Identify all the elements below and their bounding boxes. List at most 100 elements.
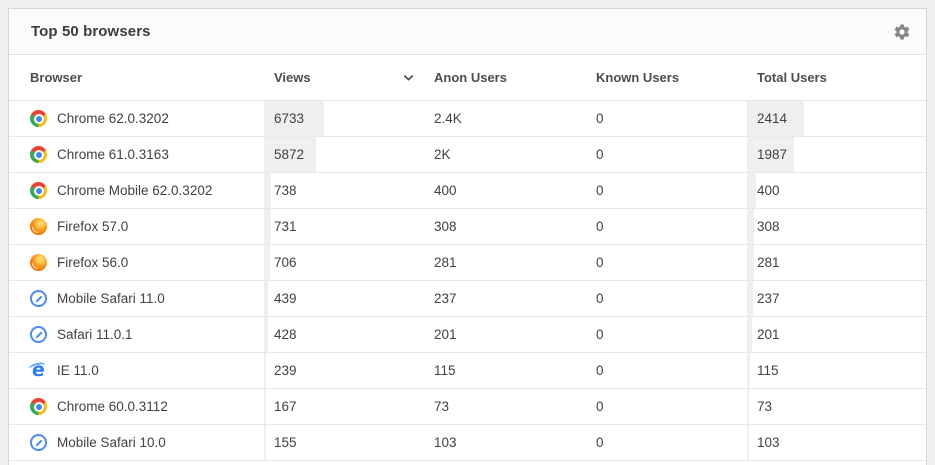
views-value: 428 (274, 327, 297, 342)
views-bar (264, 173, 271, 208)
column-header-anon-users[interactable]: Anon Users (424, 55, 586, 100)
total-users-cell: 237 (747, 281, 926, 316)
browser-cell: Firefox 56.0 (9, 245, 264, 280)
known-users-value: 0 (596, 327, 604, 342)
browser-label: Chrome 62.0.3202 (57, 111, 169, 126)
column-header-known-users[interactable]: Known Users (586, 55, 747, 100)
total-users-bar (747, 137, 794, 172)
table-body: Chrome 62.0.3202 6733 2.4K 0 2414 Chrome… (9, 101, 926, 461)
total-users-bar (747, 425, 750, 460)
views-cell: 706 (264, 245, 424, 280)
browser-cell: Firefox 57.0 (9, 209, 264, 244)
views-cell: 167 (264, 389, 424, 424)
table-row[interactable]: Chrome 62.0.3202 6733 2.4K 0 2414 (9, 101, 926, 137)
top-browsers-widget: Top 50 browsers Browser Views Anon Users… (8, 8, 927, 465)
table-header-row: Browser Views Anon Users Known Users Tot… (9, 55, 926, 101)
total-users-cell: 308 (747, 209, 926, 244)
known-users-value: 0 (596, 147, 604, 162)
known-users-value: 0 (596, 219, 604, 234)
browser-label: Safari 11.0.1 (57, 327, 133, 342)
chrome-icon (30, 398, 47, 415)
column-header-label: Views (274, 70, 311, 85)
table-row[interactable]: Mobile Safari 11.0 439 237 0 237 (9, 281, 926, 317)
known-users-cell: 0 (586, 425, 747, 460)
table-row[interactable]: Firefox 56.0 706 281 0 281 (9, 245, 926, 281)
column-header-label: Browser (30, 70, 83, 85)
browser-label: Mobile Safari 10.0 (57, 435, 166, 450)
anon-users-value: 281 (434, 255, 457, 270)
table-row[interactable]: Chrome 60.0.3112 167 73 0 73 (9, 389, 926, 425)
anon-users-value: 400 (434, 183, 457, 198)
views-value: 738 (274, 183, 297, 198)
views-bar (264, 353, 267, 388)
column-header-browser[interactable]: Browser (9, 55, 264, 100)
total-users-bar (747, 173, 757, 208)
total-users-value: 2414 (757, 111, 788, 126)
browser-label: Firefox 57.0 (57, 219, 129, 234)
browser-cell: Mobile Safari 10.0 (9, 425, 264, 460)
views-bar (264, 137, 317, 172)
known-users-cell: 0 (586, 281, 747, 316)
anon-users-value: 237 (434, 291, 457, 306)
total-users-cell: 281 (747, 245, 926, 280)
chrome-icon (30, 146, 47, 163)
anon-users-value: 103 (434, 435, 457, 450)
views-value: 5872 (274, 147, 305, 162)
anon-users-value: 2K (434, 147, 451, 162)
browser-label: Chrome Mobile 62.0.3202 (57, 183, 213, 198)
column-header-label: Known Users (596, 70, 680, 85)
browser-label: Firefox 56.0 (57, 255, 129, 270)
views-bar (264, 425, 266, 460)
views-cell: 6733 (264, 101, 424, 136)
gear-icon[interactable] (893, 23, 911, 41)
total-users-value: 103 (757, 435, 780, 450)
known-users-cell: 0 (586, 389, 747, 424)
sort-desc-chevron-down-icon[interactable] (401, 70, 416, 85)
views-cell: 155 (264, 425, 424, 460)
known-users-cell: 0 (586, 173, 747, 208)
views-bar (264, 245, 271, 280)
table-row[interactable]: Chrome Mobile 62.0.3202 738 400 0 400 (9, 173, 926, 209)
anon-users-value: 2.4K (434, 111, 462, 126)
views-cell: 239 (264, 353, 424, 388)
views-cell: 428 (264, 317, 424, 352)
total-users-value: 201 (757, 327, 780, 342)
column-header-label: Total Users (757, 70, 827, 85)
anon-users-value: 308 (434, 219, 457, 234)
known-users-value: 0 (596, 363, 604, 378)
chrome-icon (30, 110, 47, 127)
browser-cell: IE 11.0 (9, 353, 264, 388)
browser-cell: Chrome Mobile 62.0.3202 (9, 173, 264, 208)
total-users-bar (747, 101, 804, 136)
views-value: 167 (274, 399, 297, 414)
column-header-views[interactable]: Views (264, 55, 424, 100)
anon-users-cell: 400 (424, 173, 586, 208)
table-row[interactable]: Safari 11.0.1 428 201 0 201 (9, 317, 926, 353)
browser-cell: Chrome 61.0.3163 (9, 137, 264, 172)
table-row[interactable]: Chrome 61.0.3163 5872 2K 0 1987 (9, 137, 926, 173)
views-value: 439 (274, 291, 297, 306)
views-value: 706 (274, 255, 297, 270)
total-users-bar (747, 353, 750, 388)
views-value: 731 (274, 219, 297, 234)
browser-cell: Chrome 62.0.3202 (9, 101, 264, 136)
anon-users-cell: 2K (424, 137, 586, 172)
views-bar (264, 317, 268, 352)
views-cell: 5872 (264, 137, 424, 172)
anon-users-cell: 237 (424, 281, 586, 316)
table-row[interactable]: Mobile Safari 10.0 155 103 0 103 (9, 425, 926, 461)
known-users-cell: 0 (586, 137, 747, 172)
browser-label: Mobile Safari 11.0 (57, 291, 165, 306)
column-header-total-users[interactable]: Total Users (747, 55, 926, 100)
total-users-cell: 103 (747, 425, 926, 460)
views-cell: 439 (264, 281, 424, 316)
anon-users-cell: 2.4K (424, 101, 586, 136)
total-users-cell: 201 (747, 317, 926, 352)
safari-icon (30, 290, 47, 307)
table-row[interactable]: IE 11.0 239 115 0 115 (9, 353, 926, 389)
column-header-label: Anon Users (434, 70, 507, 85)
views-cell: 731 (264, 209, 424, 244)
anon-users-cell: 201 (424, 317, 586, 352)
table-row[interactable]: Firefox 57.0 731 308 0 308 (9, 209, 926, 245)
views-cell: 738 (264, 173, 424, 208)
